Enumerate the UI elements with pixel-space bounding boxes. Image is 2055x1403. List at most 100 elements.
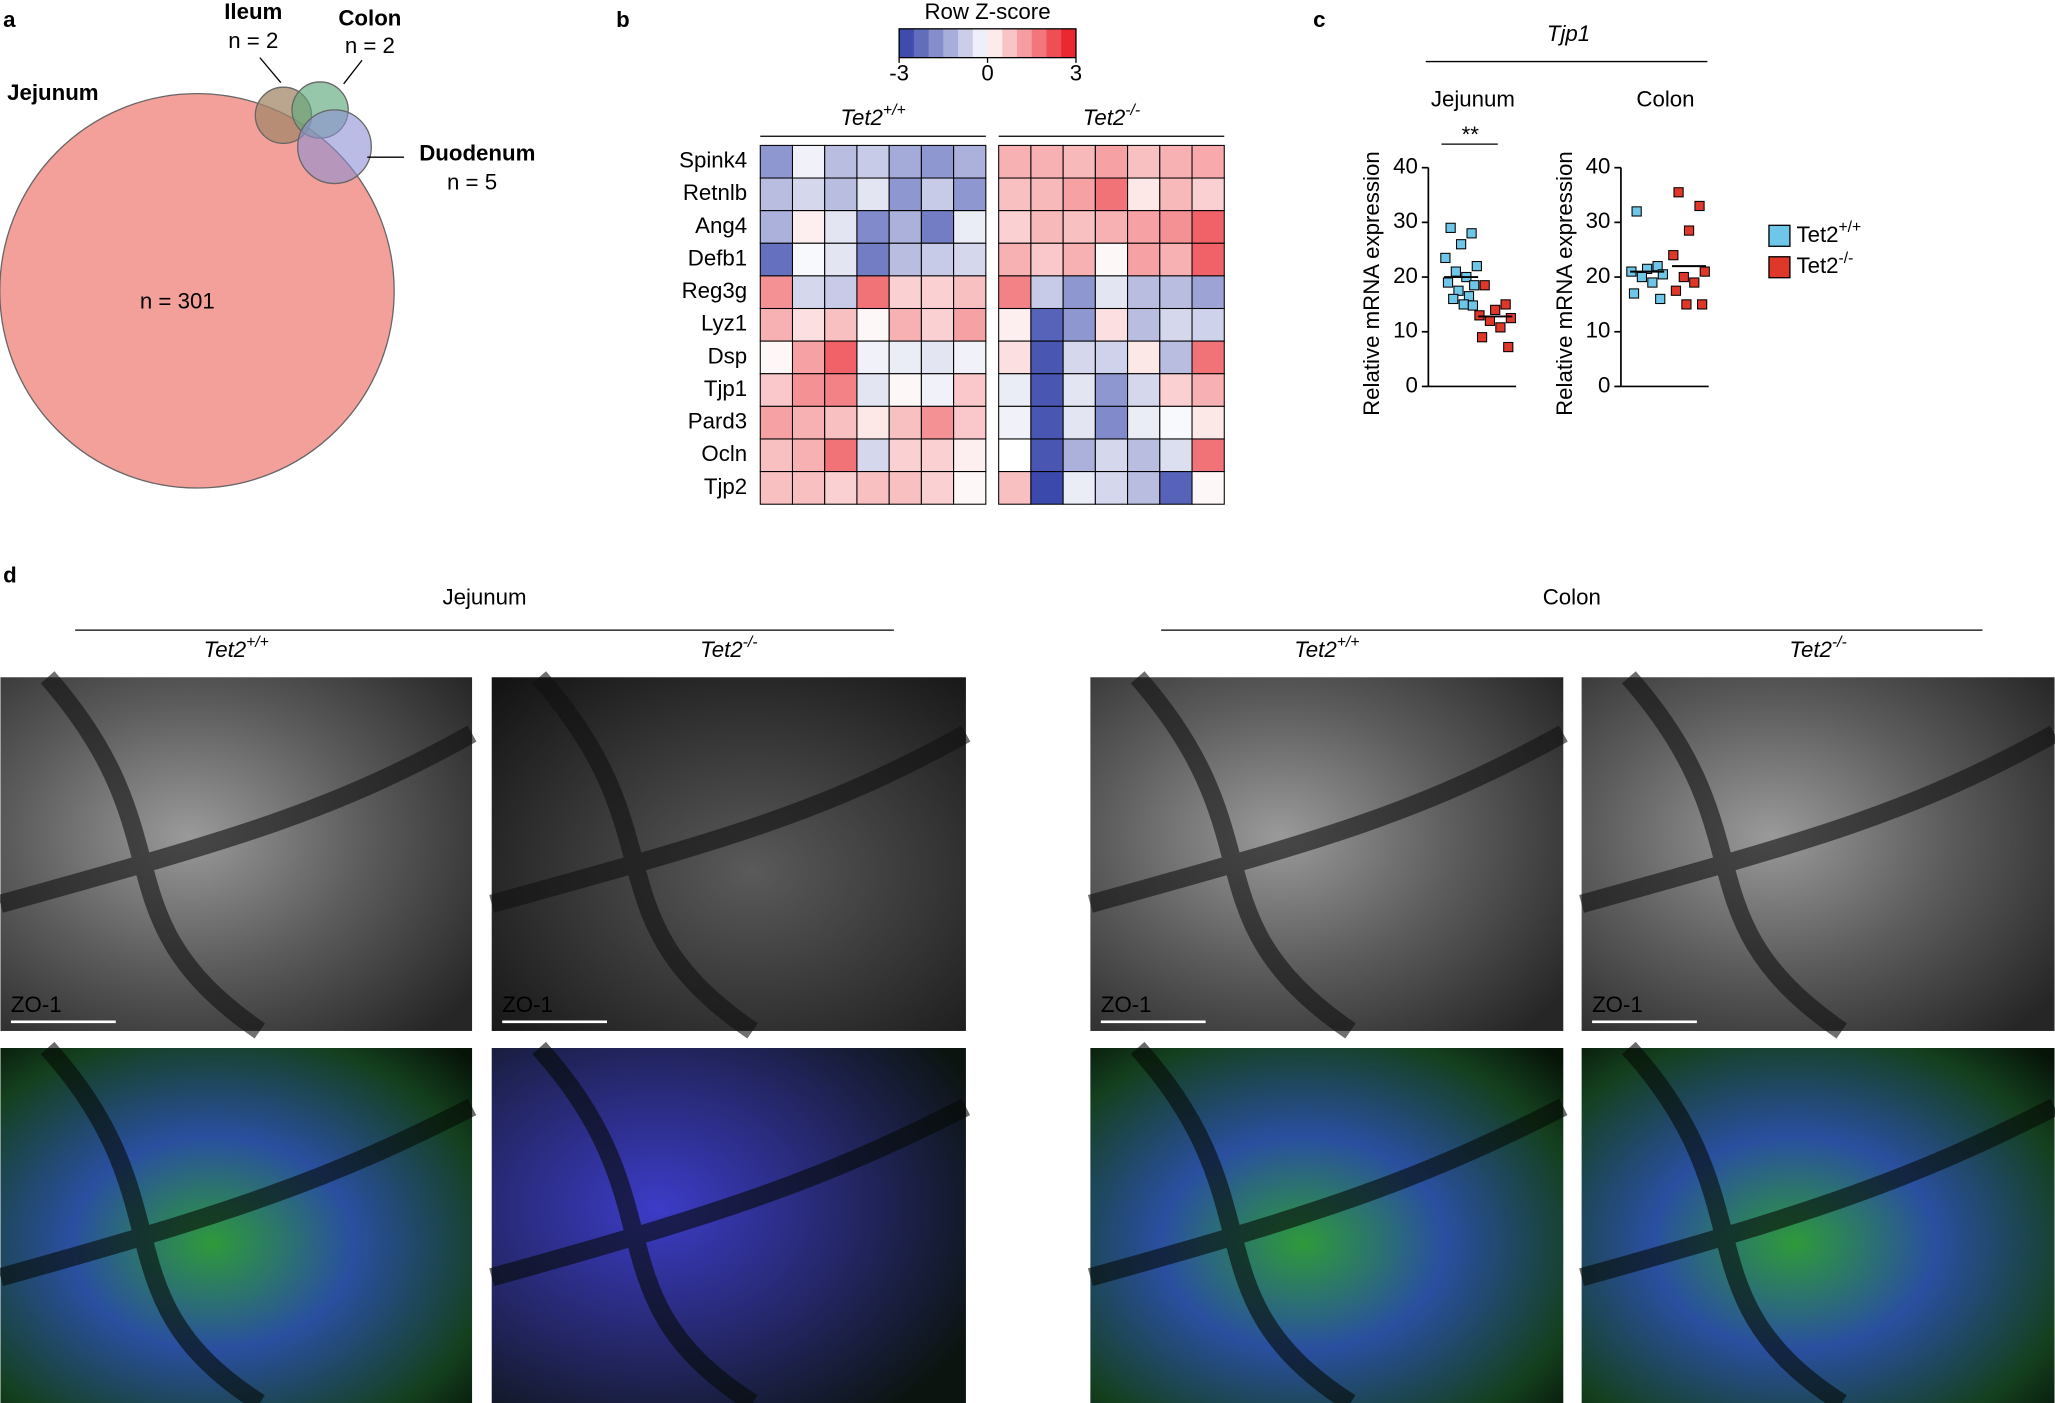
y-tick-label: 30 <box>1393 208 1418 233</box>
colorbar-bin <box>1031 28 1047 58</box>
heatmap-cell <box>1030 307 1064 342</box>
data-point <box>1458 299 1469 310</box>
heatmap-cell <box>1094 373 1129 407</box>
stain-label: ZO-1 <box>502 992 553 1017</box>
y-axis-label: Relative mRNA expression <box>1359 151 1384 416</box>
legend-label-sup: -/- <box>1839 250 1854 267</box>
heatmap-cell <box>953 340 987 375</box>
heatmap-cell <box>824 373 858 407</box>
heatmap-cell <box>1030 373 1064 407</box>
legend-swatch <box>1768 256 1791 279</box>
row-label: Ocln <box>701 441 747 466</box>
heatmap-cell <box>888 210 922 244</box>
heatmap-cell <box>920 307 955 342</box>
heatmap-cell <box>1191 177 1225 212</box>
colorbar-tick-label: 0 <box>981 61 993 86</box>
heatmap-cell <box>1094 340 1129 375</box>
heatmap-cell <box>953 144 987 179</box>
column-label: Tet2+/+ <box>1294 634 1359 662</box>
heatmap-cell <box>1062 340 1096 375</box>
data-point <box>1500 299 1511 310</box>
group-label-base: Tet2 <box>1083 105 1126 130</box>
data-point <box>1668 250 1679 261</box>
crypt-border <box>489 1041 971 1403</box>
heatmap-cell <box>1030 242 1064 277</box>
legend-label-base: Tet2 <box>1796 222 1838 247</box>
heatmap-cell <box>888 373 922 407</box>
heatmap-cell <box>791 177 826 212</box>
heatmap-cell <box>759 438 794 473</box>
legend-label: Tet2+/+ <box>1796 218 1861 246</box>
data-point <box>1697 299 1708 310</box>
heatmap-cell <box>759 144 794 179</box>
data-point <box>1689 277 1700 288</box>
data-point <box>1448 293 1459 305</box>
column-label-base: Tet2 <box>1789 637 1832 662</box>
colorbar-bin <box>1017 28 1033 58</box>
legend-label: Tet2-/- <box>1796 250 1853 278</box>
y-tick-label: 20 <box>1586 263 1611 288</box>
heatmap-cell <box>920 405 955 440</box>
heatmap-cell <box>1159 471 1193 505</box>
heatmap-cell <box>1094 405 1129 440</box>
heatmap-cell <box>1062 210 1096 244</box>
heatmap-cell <box>1127 242 1161 277</box>
heatmap-cell <box>759 242 794 277</box>
data-point <box>1484 315 1496 326</box>
data-point <box>1471 261 1482 272</box>
heatmap-cell <box>1159 438 1193 473</box>
heatmap-cell <box>1030 405 1064 440</box>
significance: ** <box>1462 122 1480 147</box>
heatmap-cell <box>953 471 987 505</box>
row-label: Dsp <box>708 343 748 368</box>
data-point <box>1490 304 1501 315</box>
data-point <box>1683 225 1695 236</box>
heatmap-cell <box>1127 144 1161 179</box>
data-point <box>1631 206 1642 217</box>
heatmap-cell <box>1094 144 1129 179</box>
heatmap-cell <box>1159 177 1193 212</box>
colorbar-tick-label: 3 <box>1070 61 1082 86</box>
heatmap-cell <box>1094 177 1129 212</box>
heatmap-cell <box>759 340 794 375</box>
heatmap-cell <box>998 373 1032 407</box>
heatmap-cell <box>824 275 858 310</box>
heatmap-cell <box>1062 373 1096 407</box>
data-point <box>1673 187 1684 198</box>
row-label: Retnlb <box>683 180 747 205</box>
heatmap-cell <box>791 307 826 342</box>
data-point <box>1628 288 1640 299</box>
venn-set-name: Colon <box>338 6 401 31</box>
panel-label: c <box>1313 7 1325 32</box>
data-point <box>1440 252 1451 264</box>
heatmap-cell <box>1030 340 1064 375</box>
heatmap-cell <box>824 471 858 505</box>
venn-set-name: Jejunum <box>7 80 99 105</box>
heatmap-cell <box>953 210 987 244</box>
micrograph-merge <box>491 1047 966 1403</box>
panel-label: b <box>616 7 630 32</box>
heatmap-cell <box>824 144 858 179</box>
heatmap-cell <box>856 471 890 505</box>
section-title: Colon <box>1543 585 1601 610</box>
heatmap-cell <box>856 242 890 277</box>
heatmap-cell <box>791 405 826 440</box>
heatmap-cell <box>791 275 826 310</box>
data-point <box>1453 285 1464 296</box>
colorbar-bin <box>972 28 988 58</box>
heatmap-cell <box>953 177 987 212</box>
heatmap-cell <box>1159 275 1193 310</box>
y-tick-label: 40 <box>1586 154 1611 179</box>
y-tick-label: 20 <box>1393 263 1418 288</box>
column-label-sup: -/- <box>1832 634 1847 651</box>
heatmap-cell <box>856 340 890 375</box>
heatmap-cell <box>888 307 922 342</box>
micrograph-zo1 <box>0 677 473 1031</box>
column-label-sup: -/- <box>743 634 758 651</box>
column-label-sup: +/+ <box>1337 634 1360 651</box>
heatmap-cell <box>920 373 955 407</box>
heatmap-cell <box>953 405 987 440</box>
heatmap-cell <box>1062 242 1096 277</box>
